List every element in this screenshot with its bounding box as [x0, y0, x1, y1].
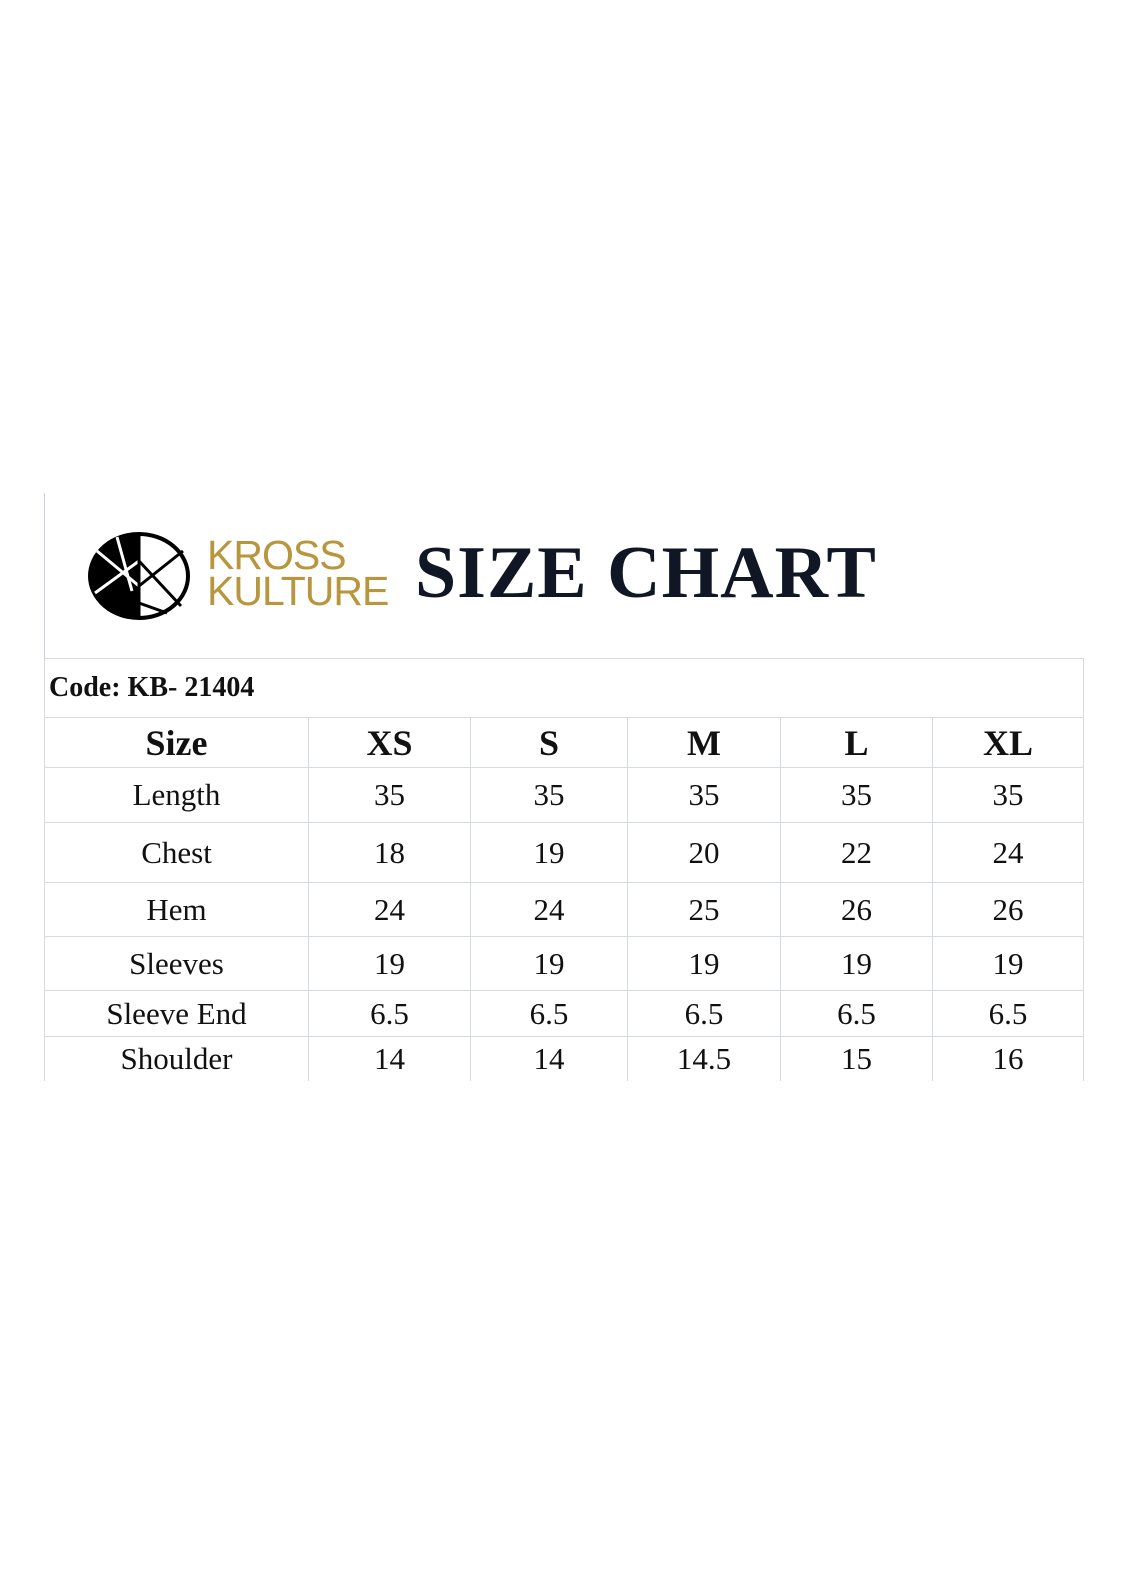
table-cell: 6.5: [470, 990, 628, 1037]
row-label: Length: [44, 767, 309, 823]
table-cell: 19: [931, 936, 1085, 991]
table-cell: 24: [308, 882, 471, 937]
table-row: Sleeve End 6.5 6.5 6.5 6.5 6.5: [44, 990, 1085, 1037]
kross-kulture-logo-icon: [88, 532, 190, 620]
brand-line-1: KROSS: [207, 532, 347, 578]
header-cell: XL: [931, 717, 1085, 768]
brand-line-2: KULTURE: [207, 568, 389, 614]
size-chart-sheet: KROSS KULTURE SIZE CHART Code: KB- 21404…: [43, 493, 1085, 1081]
table-cell: 19: [470, 936, 628, 991]
table-cell: 35: [931, 767, 1085, 823]
table-row: Chest 18 19 20 22 24: [44, 822, 1085, 883]
table-cell: 35: [470, 767, 628, 823]
table-cell: 19: [780, 936, 933, 991]
table-cell: 6.5: [308, 990, 471, 1037]
row-label: Sleeve End: [44, 990, 309, 1037]
table-cell: 6.5: [627, 990, 781, 1037]
table-cell: 15: [780, 1036, 933, 1081]
table-row: Hem 24 24 25 26 26: [44, 882, 1085, 937]
row-label: Chest: [44, 822, 309, 883]
table-cell: 35: [627, 767, 781, 823]
row-label: Hem: [44, 882, 309, 937]
table-cell: 35: [308, 767, 471, 823]
row-label: Sleeves: [44, 936, 309, 991]
table-cell: 19: [470, 822, 628, 883]
product-code: Code: KB- 21404: [43, 658, 1085, 718]
header-cell: L: [780, 717, 933, 768]
table-cell: 16: [931, 1036, 1085, 1081]
header-cell: S: [470, 717, 628, 768]
table-cell: 22: [780, 822, 933, 883]
brand-wordmark: KROSS KULTURE: [207, 532, 389, 614]
page-title: SIZE CHART: [415, 532, 877, 614]
table-cell: 25: [627, 882, 781, 937]
table-cell: 26: [931, 882, 1085, 937]
table-cell: 19: [627, 936, 781, 991]
table-cell: 14: [308, 1036, 471, 1081]
table-cell: 14: [470, 1036, 628, 1081]
header-band: KROSS KULTURE SIZE CHART: [44, 493, 1083, 658]
table-cell: 24: [470, 882, 628, 937]
size-table: Code: KB- 21404 Size XS S M L XL Length 3…: [43, 658, 1085, 1081]
row-label: Shoulder: [44, 1036, 309, 1081]
table-row: Length 35 35 35 35 35: [44, 767, 1085, 823]
table-cell: 6.5: [931, 990, 1085, 1037]
table-cell: 26: [780, 882, 933, 937]
table-row: Sleeves 19 19 19 19 19: [44, 936, 1085, 991]
table-cell: 14.5: [627, 1036, 781, 1081]
table-cell: 19: [308, 936, 471, 991]
table-cell: 24: [931, 822, 1085, 883]
header-cell: Size: [44, 717, 309, 768]
header-cell: XS: [308, 717, 471, 768]
table-cell: 35: [780, 767, 933, 823]
header-cell: M: [627, 717, 781, 768]
table-row: Shoulder 14 14 14.5 15 16: [44, 1036, 1085, 1081]
table-cell: 18: [308, 822, 471, 883]
table-cell: 6.5: [780, 990, 933, 1037]
header-row: Size XS S M L XL: [44, 717, 1085, 768]
table-cell: 20: [627, 822, 781, 883]
